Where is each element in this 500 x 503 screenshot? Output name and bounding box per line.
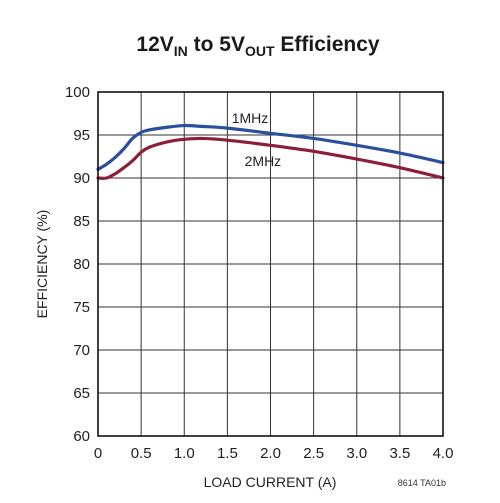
y-tick-label: 75 <box>73 299 90 316</box>
series-label-2mhz: 2MHz <box>245 153 282 169</box>
x-tick-label: 0.5 <box>131 445 152 462</box>
series-label-1mhz: 1MHz <box>232 110 269 126</box>
x-tick-label: 2.5 <box>303 445 324 462</box>
x-tick-label: 3.5 <box>389 445 410 462</box>
x-tick-label: 2.0 <box>260 445 281 462</box>
x-tick-label: 1.5 <box>217 445 238 462</box>
series-line-2mhz <box>96 136 445 180</box>
title-part: 12V <box>136 33 173 56</box>
y-tick-label: 80 <box>73 256 90 273</box>
title-subscript: IN <box>174 43 188 59</box>
title-subscript: OUT <box>245 43 275 59</box>
x-axis-label: LOAD CURRENT (A) <box>204 474 337 490</box>
y-tick-label: 100 <box>65 84 90 101</box>
y-tick-label: 65 <box>73 385 90 402</box>
y-tick-label: 60 <box>73 428 90 445</box>
series-lines <box>96 123 445 180</box>
y-tick-label: 90 <box>73 170 90 187</box>
chart-title: 12VIN to 5VOUT Efficiency <box>136 33 379 59</box>
y-tick-label: 70 <box>73 342 90 359</box>
grid-lines <box>97 91 444 437</box>
plot-frame <box>97 91 444 437</box>
y-axis-label: EFFICIENCY (%) <box>34 210 50 319</box>
series-labels: 1MHz 2MHz <box>232 110 282 169</box>
y-tick-label: 85 <box>73 213 90 230</box>
y-axis-ticks: 60 65 70 75 80 85 90 95 100 <box>65 84 90 445</box>
y-tick-label: 95 <box>73 127 90 144</box>
x-tick-label: 4.0 <box>433 445 454 462</box>
x-tick-label: 3.0 <box>346 445 367 462</box>
x-axis-ticks: 0 0.5 1.0 1.5 2.0 2.5 3.0 3.5 4.0 <box>94 445 454 462</box>
title-part: Efficiency <box>275 33 380 56</box>
x-tick-label: 1.0 <box>174 445 195 462</box>
figure-code: 8614 TA01b <box>398 478 446 488</box>
series-line-1mhz <box>96 123 445 171</box>
title-part: to 5V <box>188 33 245 56</box>
x-tick-label: 0 <box>94 445 102 462</box>
